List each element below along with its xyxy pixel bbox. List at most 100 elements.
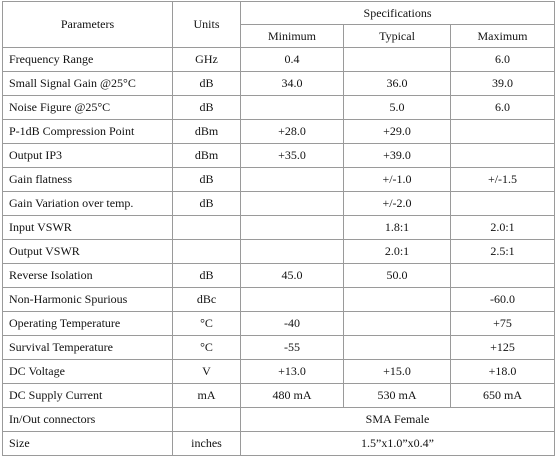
table-cell: Noise Figure @25°C bbox=[2, 95, 173, 120]
table-cell: Survival Temperature bbox=[2, 335, 173, 360]
table-cell: -60.0 bbox=[449, 287, 556, 312]
table-cell: +18.0 bbox=[449, 359, 556, 384]
table-cell: inches bbox=[172, 431, 241, 456]
table-row: P-1dB Compression Point dBm +28.0 +29.0 bbox=[2, 119, 556, 144]
table-cell: Input VSWR bbox=[2, 215, 173, 240]
table-cell: P-1dB Compression Point bbox=[2, 119, 173, 144]
table-cell: +75 bbox=[449, 311, 556, 336]
table-cell: 5.0 bbox=[343, 95, 451, 120]
table-cell bbox=[240, 239, 344, 264]
table-cell: 0.4 bbox=[240, 47, 344, 72]
table-cell bbox=[343, 47, 451, 72]
table-cell: Output IP3 bbox=[2, 143, 173, 168]
table-cell: dB bbox=[172, 71, 241, 96]
table-cell: 2.5:1 bbox=[449, 239, 556, 264]
table-cell: Non-Harmonic Spurious bbox=[2, 287, 173, 312]
table-cell bbox=[172, 239, 241, 264]
table-cell: V bbox=[172, 359, 241, 384]
table-cell: 39.0 bbox=[449, 71, 556, 96]
table-cell: dB bbox=[172, 95, 241, 120]
table-cell bbox=[449, 263, 556, 288]
table-cell bbox=[240, 215, 344, 240]
table-cell bbox=[172, 407, 241, 432]
table-cell: +35.0 bbox=[240, 143, 344, 168]
table-cell: 1.8:1 bbox=[343, 215, 451, 240]
table-cell bbox=[449, 191, 556, 216]
table-cell: dB bbox=[172, 263, 241, 288]
table-cell: dBm bbox=[172, 143, 241, 168]
table-row: Size inches 1.5”x1.0”x0.4” bbox=[2, 431, 556, 456]
table-cell: 6.0 bbox=[449, 95, 556, 120]
table-row: In/Out connectors SMA Female bbox=[2, 407, 556, 432]
table-cell: °C bbox=[172, 311, 241, 336]
table-cell: -40 bbox=[240, 311, 344, 336]
table-row: Operating Temperature °C -40 +75 bbox=[2, 311, 556, 336]
table-cell: +39.0 bbox=[343, 143, 451, 168]
table-cell bbox=[240, 95, 344, 120]
table-row: Noise Figure @25°C dB 5.0 6.0 bbox=[2, 95, 556, 120]
table-cell: Operating Temperature bbox=[2, 311, 173, 336]
table-row: Survival Temperature °C -55 +125 bbox=[2, 335, 556, 360]
table-cell: Reverse Isolation bbox=[2, 263, 173, 288]
table-cell: 34.0 bbox=[240, 71, 344, 96]
table-row: Gain flatness dB +/-1.0 +/-1.5 bbox=[2, 167, 556, 192]
table-cell: °C bbox=[172, 335, 241, 360]
table-row: Input VSWR 1.8:1 2.0:1 bbox=[2, 215, 556, 240]
header-cell: Parameters bbox=[2, 1, 173, 48]
table-row: Frequency Range GHz 0.4 6.0 bbox=[2, 47, 556, 72]
table-cell: Size bbox=[2, 431, 173, 456]
table-cell: Gain flatness bbox=[2, 167, 173, 192]
table-cell: 45.0 bbox=[240, 263, 344, 288]
table-cell: GHz bbox=[172, 47, 241, 72]
table-cell: 6.0 bbox=[449, 47, 556, 72]
table-cell: +28.0 bbox=[240, 119, 344, 144]
table-cell: Output VSWR bbox=[2, 239, 173, 264]
header-cell: Maximum bbox=[449, 24, 556, 48]
table-row: Non-Harmonic Spurious dBc -60.0 bbox=[2, 287, 556, 312]
table-cell: +/-2.0 bbox=[343, 191, 451, 216]
header-row: Parameters Units Specifications bbox=[2, 1, 556, 48]
header-row: Minimum Typical Maximum bbox=[3, 24, 556, 48]
table-header: Parameters Units Specifications Minimum … bbox=[2, 1, 556, 48]
table-cell: -55 bbox=[240, 335, 344, 360]
table-cell: 36.0 bbox=[343, 71, 451, 96]
table-row: Output VSWR 2.0:1 2.5:1 bbox=[2, 239, 556, 264]
table-cell: 2.0:1 bbox=[449, 215, 556, 240]
table-row: Output IP3 dBm +35.0 +39.0 bbox=[2, 143, 556, 168]
table-cell bbox=[343, 335, 451, 360]
table-cell bbox=[343, 311, 451, 336]
table-cell: 50.0 bbox=[343, 263, 451, 288]
table-cell bbox=[240, 287, 344, 312]
table-cell: Gain Variation over temp. bbox=[2, 191, 173, 216]
table-cell: 530 mA bbox=[343, 383, 451, 408]
table-row: Gain Variation over temp. dB +/-2.0 bbox=[2, 191, 556, 216]
table-cell: dBc bbox=[172, 287, 241, 312]
header-cell: Units bbox=[172, 1, 241, 48]
table-cell: DC Voltage bbox=[2, 359, 173, 384]
table-body: Frequency Range GHz 0.4 6.0 Small Signal Gai… bbox=[2, 47, 556, 456]
table-cell: dB bbox=[172, 167, 241, 192]
table-cell: 480 mA bbox=[240, 383, 344, 408]
table-cell: +29.0 bbox=[343, 119, 451, 144]
table-cell: Frequency Range bbox=[2, 47, 173, 72]
table-cell: DC Supply Current bbox=[2, 383, 173, 408]
table-cell: +125 bbox=[449, 335, 556, 360]
table-cell bbox=[343, 287, 451, 312]
table-row: DC Voltage V +13.0 +15.0 +18.0 bbox=[2, 359, 556, 384]
table-cell: +/-1.0 bbox=[343, 167, 451, 192]
header-cell: Specifications bbox=[239, 1, 556, 25]
table-cell: 650 mA bbox=[449, 383, 556, 408]
table-cell: dB bbox=[172, 191, 241, 216]
table-cell: In/Out connectors bbox=[2, 407, 173, 432]
table-cell: SMA Female bbox=[239, 407, 556, 432]
table-cell: 2.0:1 bbox=[343, 239, 451, 264]
table-cell: mA bbox=[172, 383, 241, 408]
table-cell bbox=[240, 191, 344, 216]
table-row: Small Signal Gain @25°C dB 34.0 36.0 39.0 bbox=[2, 71, 556, 96]
table-row: DC Supply Current mA 480 mA 530 mA 650 mA bbox=[2, 383, 556, 408]
table-cell bbox=[172, 215, 241, 240]
table-row: Reverse Isolation dB 45.0 50.0 bbox=[2, 263, 556, 288]
